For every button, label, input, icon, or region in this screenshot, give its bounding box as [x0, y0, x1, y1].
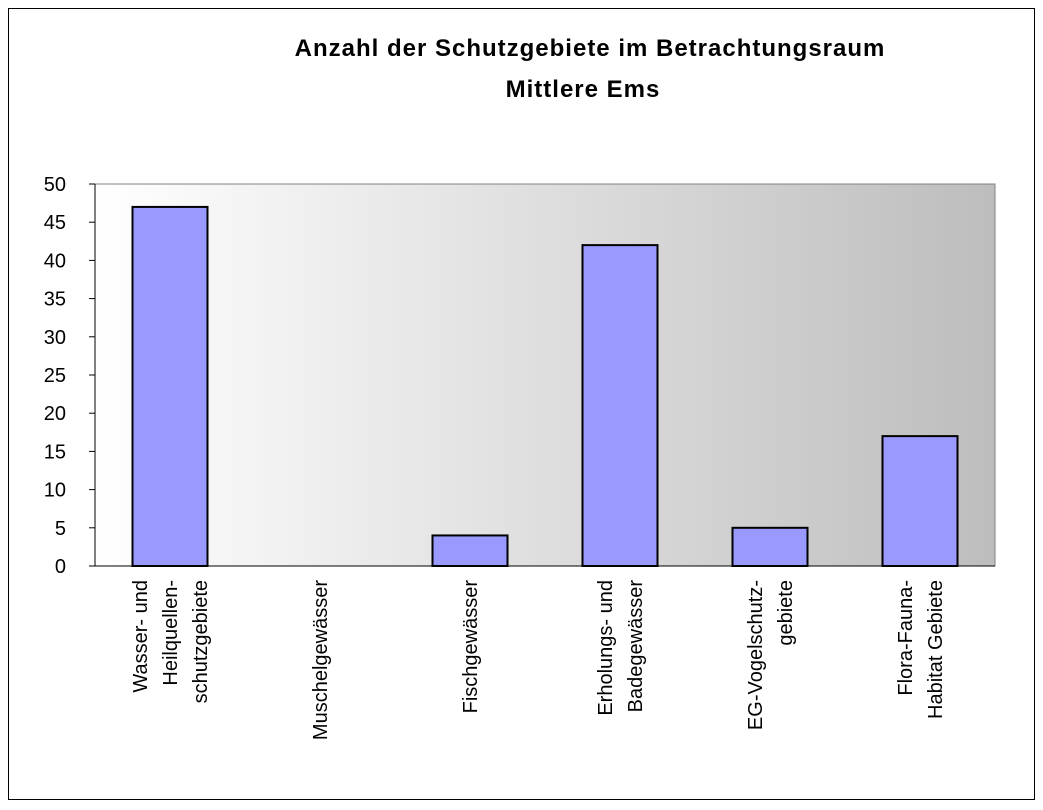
plot-area [94, 183, 996, 567]
bar [431, 534, 509, 568]
chart-title: Mittlere Ems [506, 76, 661, 103]
x-tick-label: Heilquellen- [160, 580, 182, 686]
x-tick-label: EG-Vogelschutz- [745, 580, 767, 730]
y-tick-label: 50 [44, 174, 66, 196]
chart-title: Anzahl der Schutzgebiete im Betrachtungs… [295, 35, 886, 62]
x-tick-label: Habitat Gebiete [925, 580, 947, 719]
x-tick-label: schutzgebiete [190, 580, 212, 703]
x-tick-label: Muschelgewässer [310, 580, 332, 740]
x-tick-label: Badegewässer [625, 580, 647, 713]
y-tick-label: 0 [55, 556, 66, 578]
y-tick-label: 45 [44, 212, 66, 234]
y-tick-label: 25 [44, 365, 66, 387]
bar [581, 244, 659, 567]
y-tick-label: 30 [44, 327, 66, 349]
y-tick-label: 10 [44, 480, 66, 502]
y-tick-label: 35 [44, 289, 66, 311]
x-tick-label: Fischgewässer [460, 580, 482, 714]
x-tick-label: Flora-Fauna- [895, 580, 917, 696]
x-tick-label: Wasser- und [130, 580, 152, 693]
x-tick-label: Erholungs- und [595, 580, 617, 716]
y-tick-label: 40 [44, 250, 66, 272]
bar [731, 526, 809, 567]
y-tick-label: 5 [55, 518, 66, 540]
x-tick-label: gebiete [775, 580, 797, 646]
y-tick-label: 20 [44, 403, 66, 425]
bar [881, 435, 959, 567]
bar [131, 205, 209, 567]
y-tick-label: 15 [44, 441, 66, 463]
